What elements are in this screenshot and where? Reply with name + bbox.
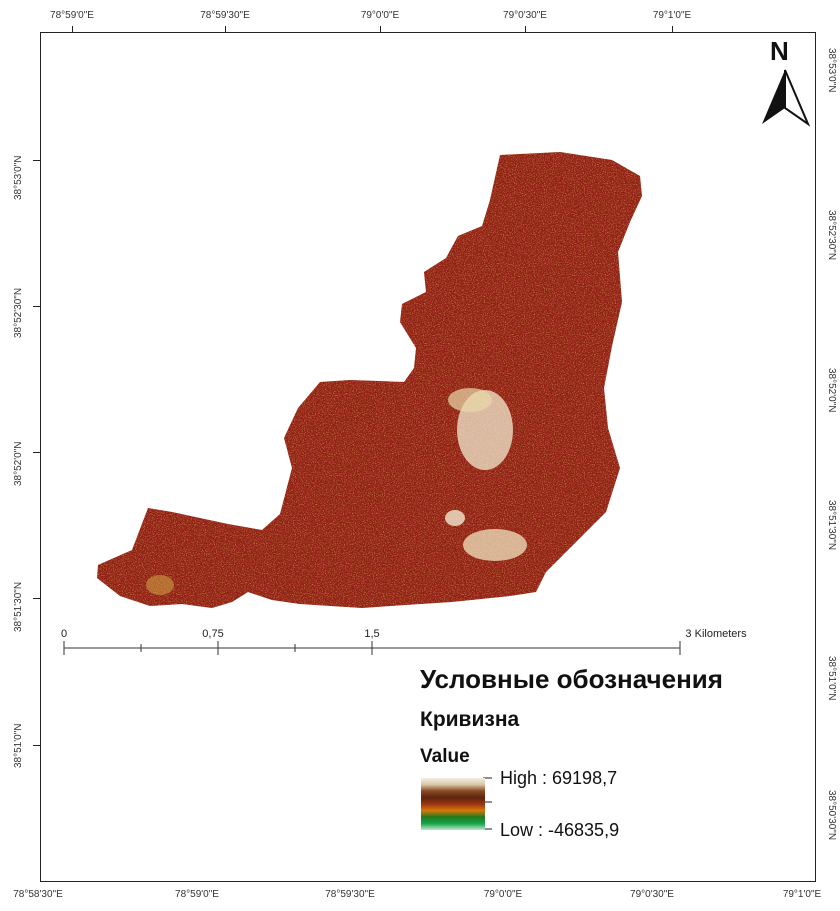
top-tick-label: 79°0'30"E bbox=[503, 10, 547, 21]
tick-mark bbox=[33, 306, 40, 307]
scale-label: 1,5 bbox=[364, 628, 380, 640]
legend-high-label: High : 69198,7 bbox=[500, 768, 618, 788]
top-tick-label: 78°59'30"E bbox=[200, 10, 250, 21]
tick-mark bbox=[672, 26, 673, 33]
tick-mark bbox=[525, 26, 526, 33]
bottom-tick-label: 78°59'30"E bbox=[325, 889, 375, 900]
map-frame bbox=[40, 32, 816, 882]
top-tick-label: 79°1'0"E bbox=[652, 10, 692, 21]
legend-layer-name: Кривизна bbox=[420, 708, 520, 731]
pale-patch bbox=[146, 575, 174, 595]
bottom-tick-label: 78°59'0"E bbox=[175, 889, 219, 900]
bottom-tick-label: 79°0'30"E bbox=[630, 889, 674, 900]
tick-mark bbox=[225, 26, 226, 33]
tick-mark bbox=[380, 26, 381, 33]
scale-label: 3 Kilometers bbox=[685, 628, 747, 640]
top-tick-label: 79°0'0"E bbox=[360, 10, 400, 21]
bottom-tick-label: 79°1'0"E bbox=[782, 889, 822, 900]
legend-title: Условные обозначения bbox=[420, 664, 723, 694]
bottom-tick-label: 79°0'0"E bbox=[483, 889, 523, 900]
raster-grain-light bbox=[97, 152, 642, 608]
top-tick-label: 78°59'0"E bbox=[50, 10, 94, 21]
tick-mark bbox=[33, 745, 40, 746]
north-arrow: N bbox=[758, 36, 814, 128]
north-arrow-icon bbox=[762, 69, 811, 127]
north-label: N bbox=[770, 36, 789, 66]
tick-mark bbox=[33, 160, 40, 161]
pale-patch bbox=[463, 529, 527, 561]
pale-patch bbox=[448, 388, 492, 412]
pale-patch bbox=[445, 510, 465, 526]
legend-low-label: Low : -46835,9 bbox=[500, 820, 620, 840]
bottom-tick-label: 78°58'30"E bbox=[13, 889, 63, 900]
scale-label: 0,75 bbox=[202, 628, 224, 640]
tick-mark bbox=[33, 598, 40, 599]
scale-bar bbox=[63, 641, 681, 655]
legend-field-name: Value bbox=[420, 746, 470, 767]
tick-mark bbox=[72, 26, 73, 33]
legend-color-ramp bbox=[421, 778, 485, 830]
tick-mark bbox=[33, 452, 40, 453]
scale-label: 0 bbox=[60, 628, 68, 640]
